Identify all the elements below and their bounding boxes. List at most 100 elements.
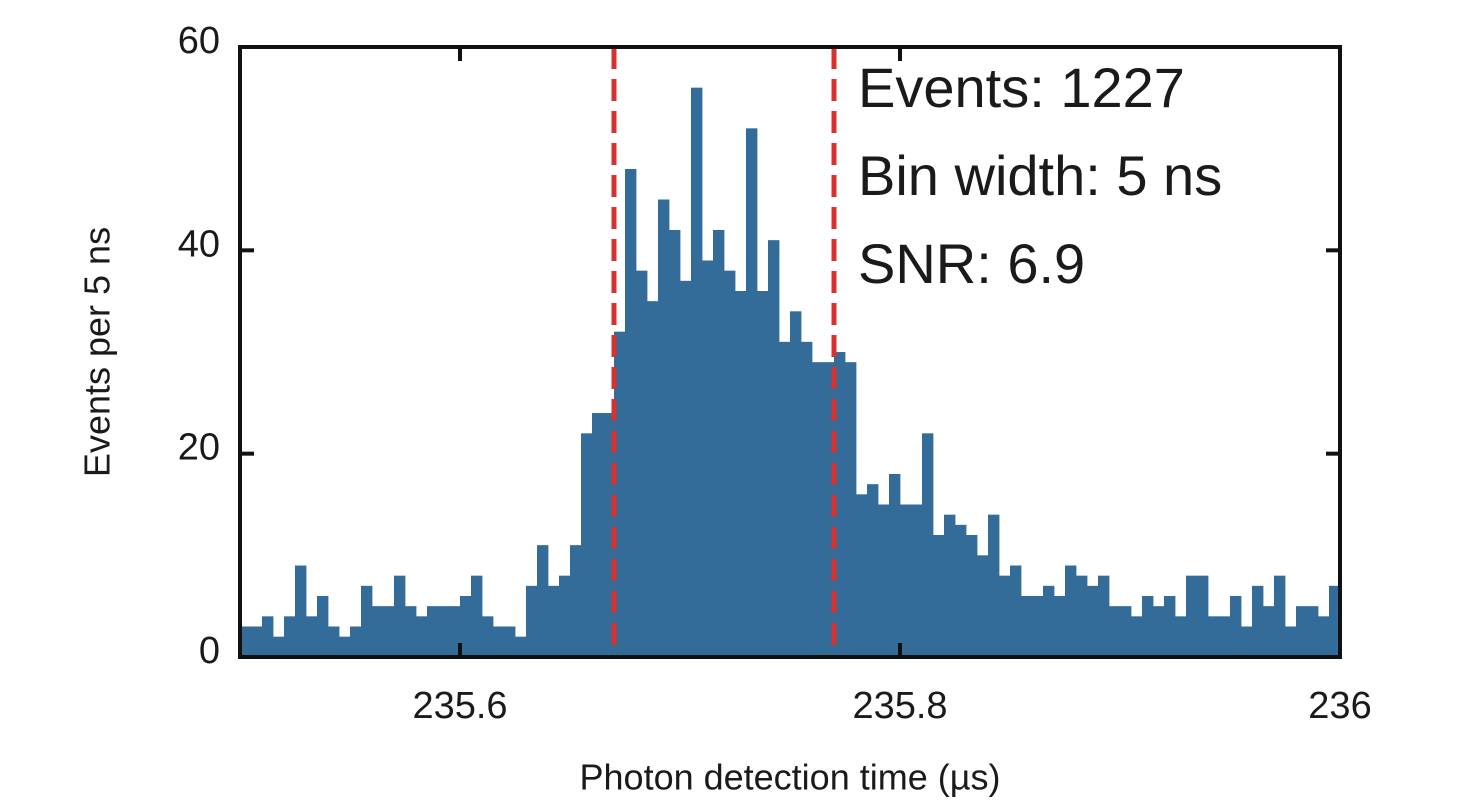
bar xyxy=(933,535,945,657)
bar xyxy=(1098,575,1110,657)
y-tick-label: 60 xyxy=(178,20,220,62)
bar xyxy=(471,575,483,657)
x-tick-label: 235.8 xyxy=(852,685,947,727)
bar xyxy=(1252,585,1264,657)
annotation: SNR: 6.9 xyxy=(858,232,1085,295)
bar xyxy=(504,626,516,657)
bar xyxy=(460,596,472,657)
y-tick-label: 0 xyxy=(199,630,220,672)
bar xyxy=(339,636,351,657)
bar xyxy=(1208,616,1220,657)
bar xyxy=(757,291,769,657)
bar xyxy=(361,585,373,657)
bar xyxy=(1186,575,1198,657)
x-tick-label: 235.6 xyxy=(412,685,507,727)
bar xyxy=(1142,596,1154,657)
bar xyxy=(548,585,560,657)
bar xyxy=(999,575,1011,657)
plot-frame xyxy=(238,45,1342,659)
bar xyxy=(1318,616,1330,657)
bar xyxy=(592,413,604,657)
bar xyxy=(1131,616,1143,657)
bar xyxy=(1153,606,1165,657)
bar xyxy=(383,606,395,657)
annotation: Events: 1227 xyxy=(858,56,1185,119)
bar xyxy=(449,606,461,657)
bar xyxy=(845,362,857,657)
bar xyxy=(812,362,824,657)
bar xyxy=(625,169,637,657)
bar xyxy=(427,606,439,657)
bar xyxy=(1109,606,1121,657)
bar xyxy=(669,230,681,657)
x-tick-label: 236 xyxy=(1308,685,1371,727)
bar xyxy=(900,504,912,657)
bar xyxy=(823,362,835,657)
bar xyxy=(856,494,868,657)
bar xyxy=(1054,596,1066,657)
bar xyxy=(273,636,285,657)
bar xyxy=(944,514,956,657)
bar xyxy=(306,616,318,657)
bar xyxy=(405,606,417,657)
bar xyxy=(1076,575,1088,657)
bar xyxy=(581,433,593,657)
bar xyxy=(1285,626,1297,657)
bar xyxy=(372,606,384,657)
bar xyxy=(1329,585,1341,657)
bar xyxy=(394,575,406,657)
bar xyxy=(284,616,296,657)
bar xyxy=(614,331,626,657)
bar xyxy=(1164,596,1176,657)
bar xyxy=(526,585,538,657)
bar xyxy=(790,311,802,657)
bar xyxy=(878,504,890,657)
bar xyxy=(1274,575,1286,657)
bar xyxy=(713,230,725,657)
bar xyxy=(834,352,846,657)
bar xyxy=(680,280,692,657)
bar xyxy=(702,260,714,657)
bar xyxy=(262,616,274,657)
bar xyxy=(570,545,582,657)
x-axis-label: Photon detection time (µs) xyxy=(580,757,1001,798)
bar xyxy=(867,484,879,657)
bar xyxy=(1021,596,1033,657)
bar xyxy=(515,636,527,657)
bar xyxy=(438,606,450,657)
bar xyxy=(251,626,263,657)
bar xyxy=(1241,626,1253,657)
bar xyxy=(603,413,615,657)
bar xyxy=(416,616,428,657)
bar xyxy=(922,433,934,657)
bar xyxy=(746,128,758,658)
bar xyxy=(768,240,780,657)
bar xyxy=(1263,606,1275,657)
bar xyxy=(988,514,1000,657)
bar xyxy=(1197,575,1209,657)
y-axis-label: Events per 5 ns xyxy=(77,227,118,477)
bar xyxy=(691,87,703,657)
bar xyxy=(1120,606,1132,657)
bar xyxy=(977,555,989,657)
bar xyxy=(1010,565,1022,657)
bar xyxy=(559,575,571,657)
bar xyxy=(1307,606,1319,657)
bar xyxy=(482,616,494,657)
annotation: Bin width: 5 ns xyxy=(858,144,1222,207)
bar xyxy=(889,474,901,657)
bar xyxy=(1032,596,1044,657)
bar xyxy=(1087,585,1099,657)
bar xyxy=(1043,585,1055,657)
bar xyxy=(537,545,549,657)
bar xyxy=(1065,565,1077,657)
bar xyxy=(493,626,505,657)
bar xyxy=(328,626,340,657)
bar xyxy=(724,270,736,657)
bar xyxy=(735,291,747,657)
bar xyxy=(1230,596,1242,657)
bar xyxy=(1175,616,1187,657)
bar xyxy=(1219,616,1231,657)
bar xyxy=(955,524,967,657)
